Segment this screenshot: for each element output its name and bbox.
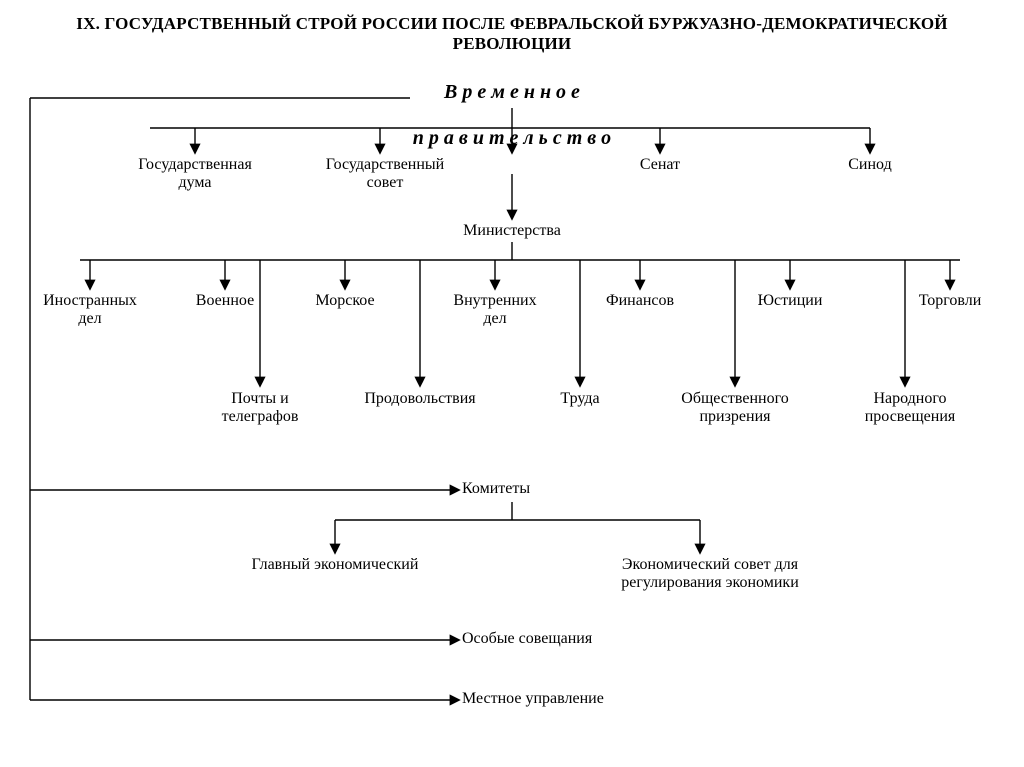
node-labor: Труда bbox=[540, 390, 620, 408]
root-node: В р е м е н н о е п р а в и т е л ь с т … bbox=[362, 58, 662, 150]
root-line1: В р е м е н н о е bbox=[444, 81, 580, 103]
node-duma: Государственная дума bbox=[110, 156, 280, 193]
node-internal: Внутренних дел bbox=[430, 292, 560, 329]
node-naval: Морское bbox=[295, 292, 395, 310]
node-justice: Юстиции bbox=[735, 292, 845, 310]
node-main-econ: Главный экономический bbox=[220, 556, 450, 574]
node-synod: Синод bbox=[820, 156, 920, 174]
node-econ-council: Экономический совет для регулирования эк… bbox=[580, 556, 840, 593]
node-ministries: Министерства bbox=[432, 222, 592, 240]
node-finance: Финансов bbox=[585, 292, 695, 310]
page-title: IX. ГОСУДАРСТВЕННЫЙ СТРОЙ РОССИИ ПОСЛЕ Ф… bbox=[30, 14, 994, 53]
node-senate: Сенат bbox=[610, 156, 710, 174]
root-line2: п р а в и т е л ь с т в о bbox=[413, 127, 611, 149]
node-military: Военное bbox=[175, 292, 275, 310]
node-local: Местное управление bbox=[462, 690, 712, 708]
node-education: Народного просвещения bbox=[835, 390, 985, 427]
node-state-council: Государственный совет bbox=[300, 156, 470, 193]
node-post: Почты и телеграфов bbox=[195, 390, 325, 427]
node-committees: Комитеты bbox=[462, 480, 582, 498]
node-trade: Торговли bbox=[895, 292, 1005, 310]
node-welfare: Общественного призрения bbox=[655, 390, 815, 427]
node-foreign: Иностранных дел bbox=[25, 292, 155, 329]
node-food: Продовольствия bbox=[340, 390, 500, 408]
node-special: Особые совещания bbox=[462, 630, 712, 648]
